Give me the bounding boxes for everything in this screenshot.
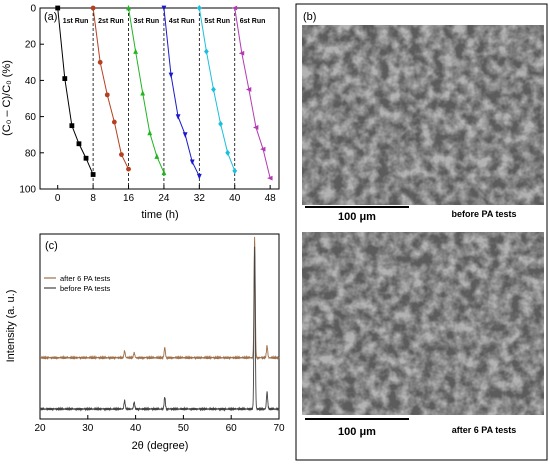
- data-point: [90, 5, 96, 11]
- data-point: [168, 72, 174, 78]
- y-tick-label: 0: [30, 4, 36, 15]
- panel-c-xlabel: 2θ (degree): [132, 440, 189, 452]
- sem-image-after: [302, 232, 544, 415]
- series-line-1: [57, 7, 94, 175]
- y-tick-label: 100: [19, 185, 36, 196]
- series-line-6: [234, 7, 271, 179]
- panel-c-label: (c): [45, 240, 58, 252]
- y-tick-label: 40: [25, 76, 37, 87]
- x-tick-label: 0: [55, 193, 61, 204]
- data-point: [69, 123, 75, 129]
- data-point: [147, 129, 153, 136]
- caption-before: before PA tests: [451, 209, 516, 219]
- legend-label-1: after 6 PA tests: [60, 274, 111, 283]
- data-point: [119, 152, 124, 158]
- data-point: [196, 173, 202, 180]
- data-point: [97, 59, 103, 65]
- x-tick-label: 24: [158, 193, 170, 204]
- data-point: [90, 172, 96, 177]
- xrd-pattern-2: [39, 246, 280, 412]
- panel-a-label: (a): [44, 11, 57, 23]
- sem-image-before: [302, 25, 544, 205]
- data-point: [196, 5, 202, 11]
- panel-b-sem: (b) 100 μm before PA tests 100 μm after …: [295, 3, 548, 461]
- series-line-2: [92, 7, 129, 170]
- series-line-4: [163, 7, 200, 177]
- data-point: [55, 5, 61, 11]
- data-point: [126, 166, 131, 172]
- panel-a-chart: 1st Run 2st Run 3st Run 4st Run 5st Run 6st R…: [1, 4, 280, 221]
- x-tick-label: 16: [123, 193, 135, 204]
- panel-b-label: (b): [303, 11, 316, 23]
- panel-c-ylabel: Intensity (a. u.): [5, 290, 17, 363]
- data-point: [225, 149, 231, 156]
- data-point: [161, 169, 167, 176]
- data-point: [111, 119, 117, 125]
- data-point: [161, 5, 167, 11]
- run-label-3: 3st Run: [134, 18, 160, 25]
- run-label-2: 2st Run: [98, 18, 124, 25]
- data-point: [175, 114, 181, 120]
- data-point: [245, 87, 252, 92]
- run-label-5: 5st Run: [204, 18, 230, 25]
- y-tick-label: 80: [25, 148, 37, 159]
- x-tick-label: 60: [226, 423, 238, 434]
- data-point: [76, 141, 82, 147]
- series-line-3: [128, 7, 165, 173]
- x-tick-label: 20: [34, 423, 46, 434]
- x-tick-label: 30: [82, 423, 94, 434]
- x-tick-label: 40: [229, 193, 241, 204]
- data-point: [252, 125, 259, 130]
- panel-a-ylabel: (C₀ – C)/C₀ (%): [1, 60, 13, 136]
- run-label-1: 1st Run: [63, 18, 89, 25]
- x-tick-label: 8: [90, 193, 96, 204]
- x-tick-label: 50: [178, 423, 190, 434]
- run-label-6: 6st Run: [240, 18, 266, 25]
- panel-a-xlabel: time (h): [141, 209, 178, 221]
- data-point: [267, 175, 273, 181]
- data-point: [154, 153, 160, 159]
- data-point: [232, 167, 238, 174]
- x-tick-label: 48: [265, 193, 277, 204]
- data-point: [133, 48, 138, 54]
- data-point: [231, 5, 238, 11]
- data-point: [218, 120, 223, 127]
- data-point: [140, 90, 146, 96]
- x-tick-label: 70: [273, 423, 285, 434]
- scale-text-after: 100 μm: [338, 426, 376, 438]
- y-tick-label: 60: [25, 112, 37, 123]
- caption-after: after 6 PA tests: [452, 425, 517, 435]
- data-point: [204, 48, 209, 55]
- series-line-5: [198, 7, 236, 172]
- y-tick-label: 20: [25, 40, 37, 51]
- data-point: [189, 159, 195, 165]
- run-label-4: 4st Run: [169, 18, 195, 25]
- data-point: [83, 155, 89, 161]
- data-point: [62, 76, 68, 81]
- data-point: [260, 146, 266, 152]
- data-point: [126, 5, 131, 11]
- xrd-pattern-1: [39, 236, 280, 361]
- x-tick-label: 40: [130, 423, 142, 434]
- legend-label-2: before PA tests: [60, 284, 111, 293]
- x-tick-label: 32: [194, 193, 206, 204]
- data-point: [211, 86, 216, 93]
- scale-text-before: 100 μm: [338, 211, 376, 223]
- data-point: [104, 92, 110, 98]
- data-point: [238, 50, 245, 56]
- data-point: [182, 132, 188, 138]
